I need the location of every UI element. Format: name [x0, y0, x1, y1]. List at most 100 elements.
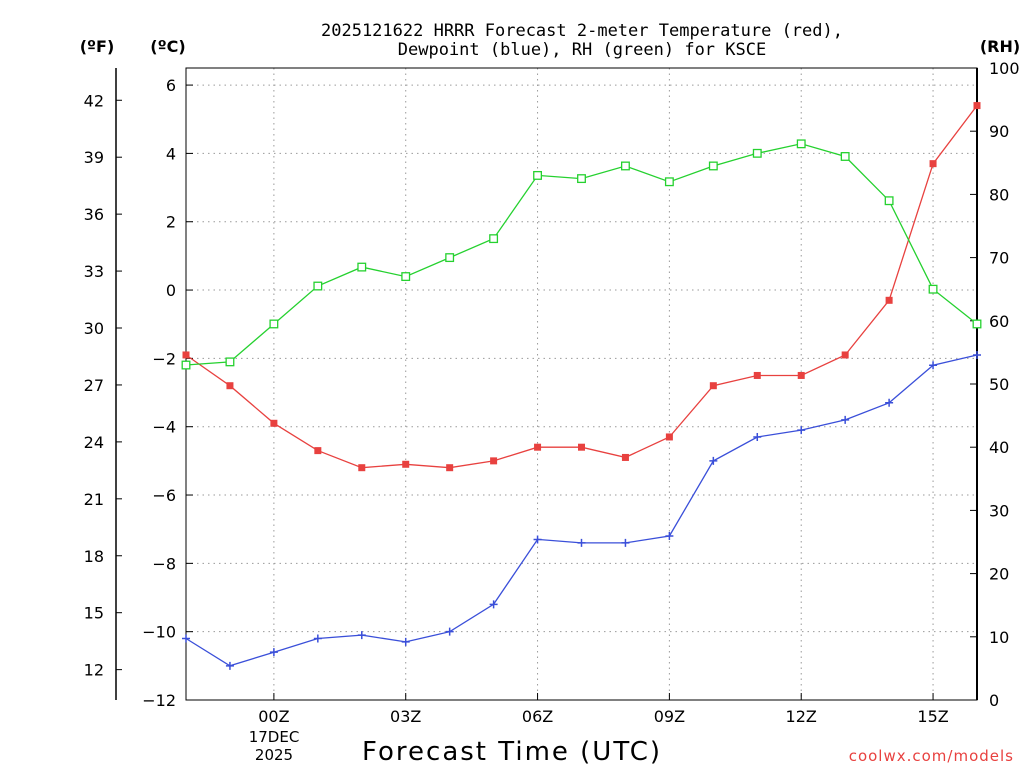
temperature-line [185, 105, 978, 469]
dewpoint-point [841, 415, 850, 424]
series-layer [181, 102, 982, 670]
fahrenheit-tick-label: 30 [84, 319, 104, 338]
temperature-point [534, 443, 542, 451]
dewpoint-point [357, 631, 366, 640]
rh-point [708, 161, 718, 171]
fahrenheit-tick-label: 33 [84, 262, 104, 281]
dewpoint-point [533, 535, 542, 544]
celsius-axis: 6 4 2 0 −2 −4 −6 −8 −10 −12 [142, 76, 193, 710]
rh-point [972, 319, 982, 329]
temperature-point [665, 433, 673, 441]
rh-tick-label: 50 [989, 375, 1009, 394]
series-rh [181, 139, 982, 370]
dewpoint-point [182, 634, 190, 643]
rh-point [620, 161, 630, 171]
celsius-tick-label: −10 [142, 623, 176, 642]
temperature-point [182, 351, 190, 359]
temperature-point [270, 419, 278, 427]
fahrenheit-tick-label: 12 [84, 661, 104, 680]
dewpoint-point [753, 432, 762, 441]
series-temperature [182, 102, 981, 472]
chart-title-line1: 2025121622 HRRR Forecast 2-meter Tempera… [321, 21, 843, 41]
temperature-point [490, 457, 498, 465]
temperature-point [929, 160, 937, 168]
dewpoint-point [489, 600, 498, 609]
dewpoint-point [225, 661, 234, 670]
rh-point [664, 177, 674, 187]
dewpoint-line [185, 354, 978, 667]
x-tick-label: 06Z [522, 707, 553, 726]
dewpoint-point [313, 634, 322, 643]
rh-point [796, 139, 806, 149]
celsius-tick-label: 0 [166, 281, 176, 300]
fahrenheit-tick-label: 21 [84, 490, 104, 509]
rh-tick-label: 60 [989, 312, 1009, 331]
fahrenheit-tick-label: 39 [84, 148, 104, 167]
rh-point [401, 272, 411, 282]
dewpoint-point [797, 426, 806, 435]
plot-border [185, 67, 978, 701]
date-label-year: 2025 [255, 746, 293, 764]
fahrenheit-tick-label: 27 [84, 376, 104, 395]
rh-point [752, 148, 762, 158]
rh-tick-label: 40 [989, 438, 1009, 457]
celsius-tick-label: −4 [152, 418, 176, 437]
celsius-tick-label: −12 [142, 691, 176, 710]
fahrenheit-axis: 42 39 36 33 30 27 24 21 18 15 12 [84, 68, 122, 700]
fahrenheit-tick-label: 36 [84, 205, 104, 224]
x-tick-label: 09Z [654, 707, 685, 726]
fahrenheit-tick-label: 18 [84, 547, 104, 566]
rh-tick-label: 90 [989, 122, 1009, 141]
celsius-tick-label: 2 [166, 213, 176, 232]
rh-point [445, 253, 455, 263]
temperature-point [709, 382, 717, 390]
celsius-unit-label: (ºC) [150, 37, 185, 56]
x-axis-title: Forecast Time (UTC) [362, 737, 662, 767]
rh-tick-label: 80 [989, 185, 1009, 204]
temperature-point [314, 447, 322, 455]
celsius-tick-label: 6 [166, 76, 176, 95]
fahrenheit-tick-label: 24 [84, 433, 104, 452]
x-tick-label: 12Z [786, 707, 817, 726]
x-tick-label: 03Z [390, 707, 421, 726]
celsius-tick-label: 4 [166, 144, 176, 163]
credit-label: coolwx.com/models [849, 747, 1014, 765]
dewpoint-point [269, 648, 278, 657]
rh-point [577, 174, 586, 184]
date-label-day: 17DEC [249, 728, 300, 746]
celsius-tick-label: −8 [152, 554, 176, 573]
dewpoint-point [885, 398, 894, 407]
celsius-tick-label: −6 [152, 486, 176, 505]
plot-frame [185, 67, 978, 701]
dewpoint-point [929, 361, 938, 370]
x-axis: 00Z 03Z 06Z 09Z 12Z 15Z [258, 693, 949, 726]
fahrenheit-tick-label: 15 [84, 604, 104, 623]
rh-point [357, 262, 367, 272]
dewpoint-point [709, 456, 718, 465]
dewpoint-point [401, 637, 410, 646]
rh-point [181, 360, 191, 370]
temperature-point [226, 382, 234, 390]
fahrenheit-unit-label: (ºF) [80, 37, 115, 56]
temperature-point [446, 464, 454, 472]
temperature-point [578, 443, 585, 451]
temperature-point [841, 351, 849, 359]
temperature-point [973, 102, 981, 110]
celsius-tick-label: −2 [152, 349, 176, 368]
rh-tick-label: 30 [989, 501, 1009, 520]
rh-unit-label: (RH) [980, 37, 1020, 56]
dewpoint-point [665, 532, 674, 541]
rh-tick-label: 0 [989, 691, 999, 710]
rh-point [313, 281, 323, 291]
x-tick-label: 15Z [917, 707, 948, 726]
temperature-point [797, 371, 805, 379]
temperature-point [885, 296, 893, 304]
rh-tick-label: 20 [989, 565, 1009, 584]
temperature-point [402, 460, 410, 468]
dewpoint-point [445, 627, 454, 636]
rh-point [489, 234, 499, 244]
rh-point [225, 357, 235, 367]
dewpoint-point [973, 350, 981, 359]
